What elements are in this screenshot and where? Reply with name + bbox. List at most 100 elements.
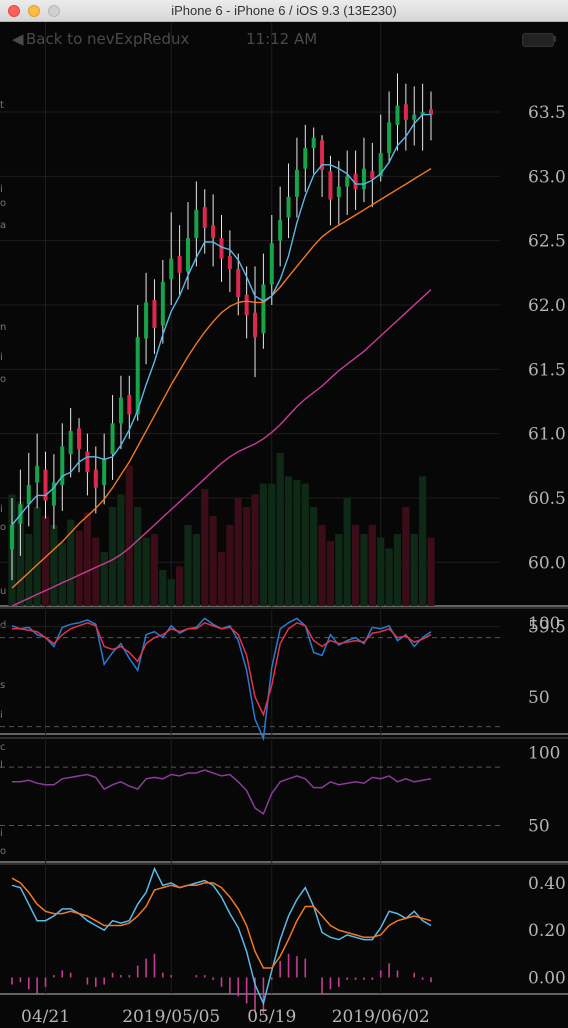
volume-bar	[92, 537, 100, 606]
volume-bar	[125, 465, 133, 606]
price-tick-label: 61.0	[528, 425, 566, 445]
indicator-tick-label: 0.40	[528, 874, 566, 894]
status-time: 11:12 AM	[246, 30, 318, 48]
candle-body	[294, 169, 299, 197]
volume-bar	[402, 507, 410, 606]
indicator-tick-label: 50	[528, 817, 550, 837]
price-tick-label: 62.0	[528, 296, 566, 316]
volume-bar	[167, 579, 175, 606]
volume-bar	[100, 552, 108, 606]
candle-body	[118, 397, 123, 424]
volume-bar	[25, 534, 33, 606]
left-edge-fragment: o	[0, 846, 7, 857]
volume-bar	[419, 476, 427, 606]
left-edge-fragment: o	[0, 198, 7, 209]
volume-bar	[360, 534, 368, 606]
volume-bar	[259, 483, 267, 606]
volume-bar	[75, 530, 83, 606]
volume-bar	[41, 516, 50, 606]
candle-body	[77, 428, 82, 450]
candle-body	[35, 465, 40, 483]
candle-body	[311, 137, 316, 149]
candle-body	[110, 423, 115, 455]
battery-icon	[522, 33, 554, 47]
volume-bar	[251, 494, 259, 606]
candle-body	[387, 122, 392, 154]
indicator-tick-label: 0.00	[528, 968, 566, 988]
battery-tip-icon	[553, 36, 556, 42]
volume-bar	[209, 516, 217, 606]
volume-bar	[410, 534, 418, 606]
candle-body	[403, 104, 408, 120]
candle-body	[353, 173, 358, 190]
candle-body	[269, 243, 274, 285]
stock-chart[interactable]: 63.5 63.0 62.5 62.0 61.5 61.0 60.5 60.0 59.5 04/2…	[0, 22, 568, 1028]
grid-lines	[0, 22, 568, 995]
volume-bar	[150, 534, 159, 606]
macd-line	[11, 877, 432, 969]
candle-body	[60, 446, 65, 486]
candle-body	[43, 469, 48, 501]
volume-bar	[234, 498, 242, 606]
minimize-window-button[interactable]	[28, 5, 40, 17]
volume-bar	[33, 507, 41, 606]
left-edge-fragment: i	[0, 504, 3, 515]
price-tick-label: 63.0	[528, 167, 566, 187]
price-tick-label: 61.5	[528, 360, 566, 380]
price-tick-label: 63.5	[528, 103, 566, 123]
candle-body	[160, 281, 165, 326]
volume-bar	[427, 537, 435, 606]
date-tick-label: 05/19	[247, 1007, 296, 1027]
price-tick-label: 59.5	[528, 618, 566, 638]
volume-bar	[293, 480, 301, 606]
candle-body	[286, 196, 291, 218]
window-title: iPhone 6 - iPhone 6 / iOS 9.3 (13E230)	[171, 3, 397, 18]
candle-body	[261, 284, 266, 334]
candle-body	[395, 105, 400, 125]
left-edge-fragment: l	[0, 760, 3, 771]
left-edge-fragment: i	[0, 352, 3, 363]
candle-body	[177, 256, 182, 273]
macd-line	[11, 866, 432, 1006]
candle-body	[185, 238, 190, 272]
candle-body	[169, 258, 174, 280]
price-tick-label: 62.5	[528, 232, 566, 252]
volume-bar	[226, 525, 234, 606]
window-titlebar: iPhone 6 - iPhone 6 / iOS 9.3 (13E230)	[0, 0, 568, 22]
back-to-app-label: Back to nevExpRedux	[26, 30, 190, 48]
candle-body	[10, 524, 14, 550]
candle-body	[320, 140, 325, 170]
left-edge-fragment: n	[0, 322, 7, 333]
status-bar: ◀ Back to nevExpRedux 11:12 AM	[0, 22, 568, 56]
candle-body	[336, 186, 341, 197]
candle-body	[244, 294, 249, 316]
candle-body	[227, 256, 232, 269]
close-window-button[interactable]	[8, 5, 20, 17]
candle-body	[51, 482, 56, 506]
candle-body	[127, 395, 132, 415]
candle-body	[102, 459, 107, 486]
indicator-tick-label: 100	[528, 614, 560, 634]
candle-body	[345, 176, 350, 187]
volume-bar	[243, 507, 251, 606]
volume-bar	[58, 543, 66, 606]
volume-bar	[284, 476, 293, 606]
price-tick-label: 60.5	[528, 489, 566, 509]
zoom-window-button[interactable]	[48, 5, 60, 17]
candle-body	[278, 220, 283, 241]
indicator-tick-label: 0.20	[528, 921, 566, 941]
volume-bar	[50, 525, 58, 606]
volume-bar	[176, 566, 184, 606]
date-tick-label: 2019/06/02	[332, 1007, 430, 1027]
volume-bar	[301, 483, 309, 606]
candle-body	[194, 209, 199, 239]
ma-slow-line	[11, 289, 432, 607]
left-edge-fragment: a	[0, 220, 7, 231]
candle-body	[152, 299, 157, 329]
indicator-tick-label: 100	[528, 744, 560, 764]
left-edge-fragment: o	[0, 522, 7, 533]
candle-body	[26, 485, 31, 505]
volume-bar	[184, 525, 192, 606]
date-tick-label: 2019/05/05	[122, 1007, 220, 1027]
candle-body	[202, 207, 207, 228]
